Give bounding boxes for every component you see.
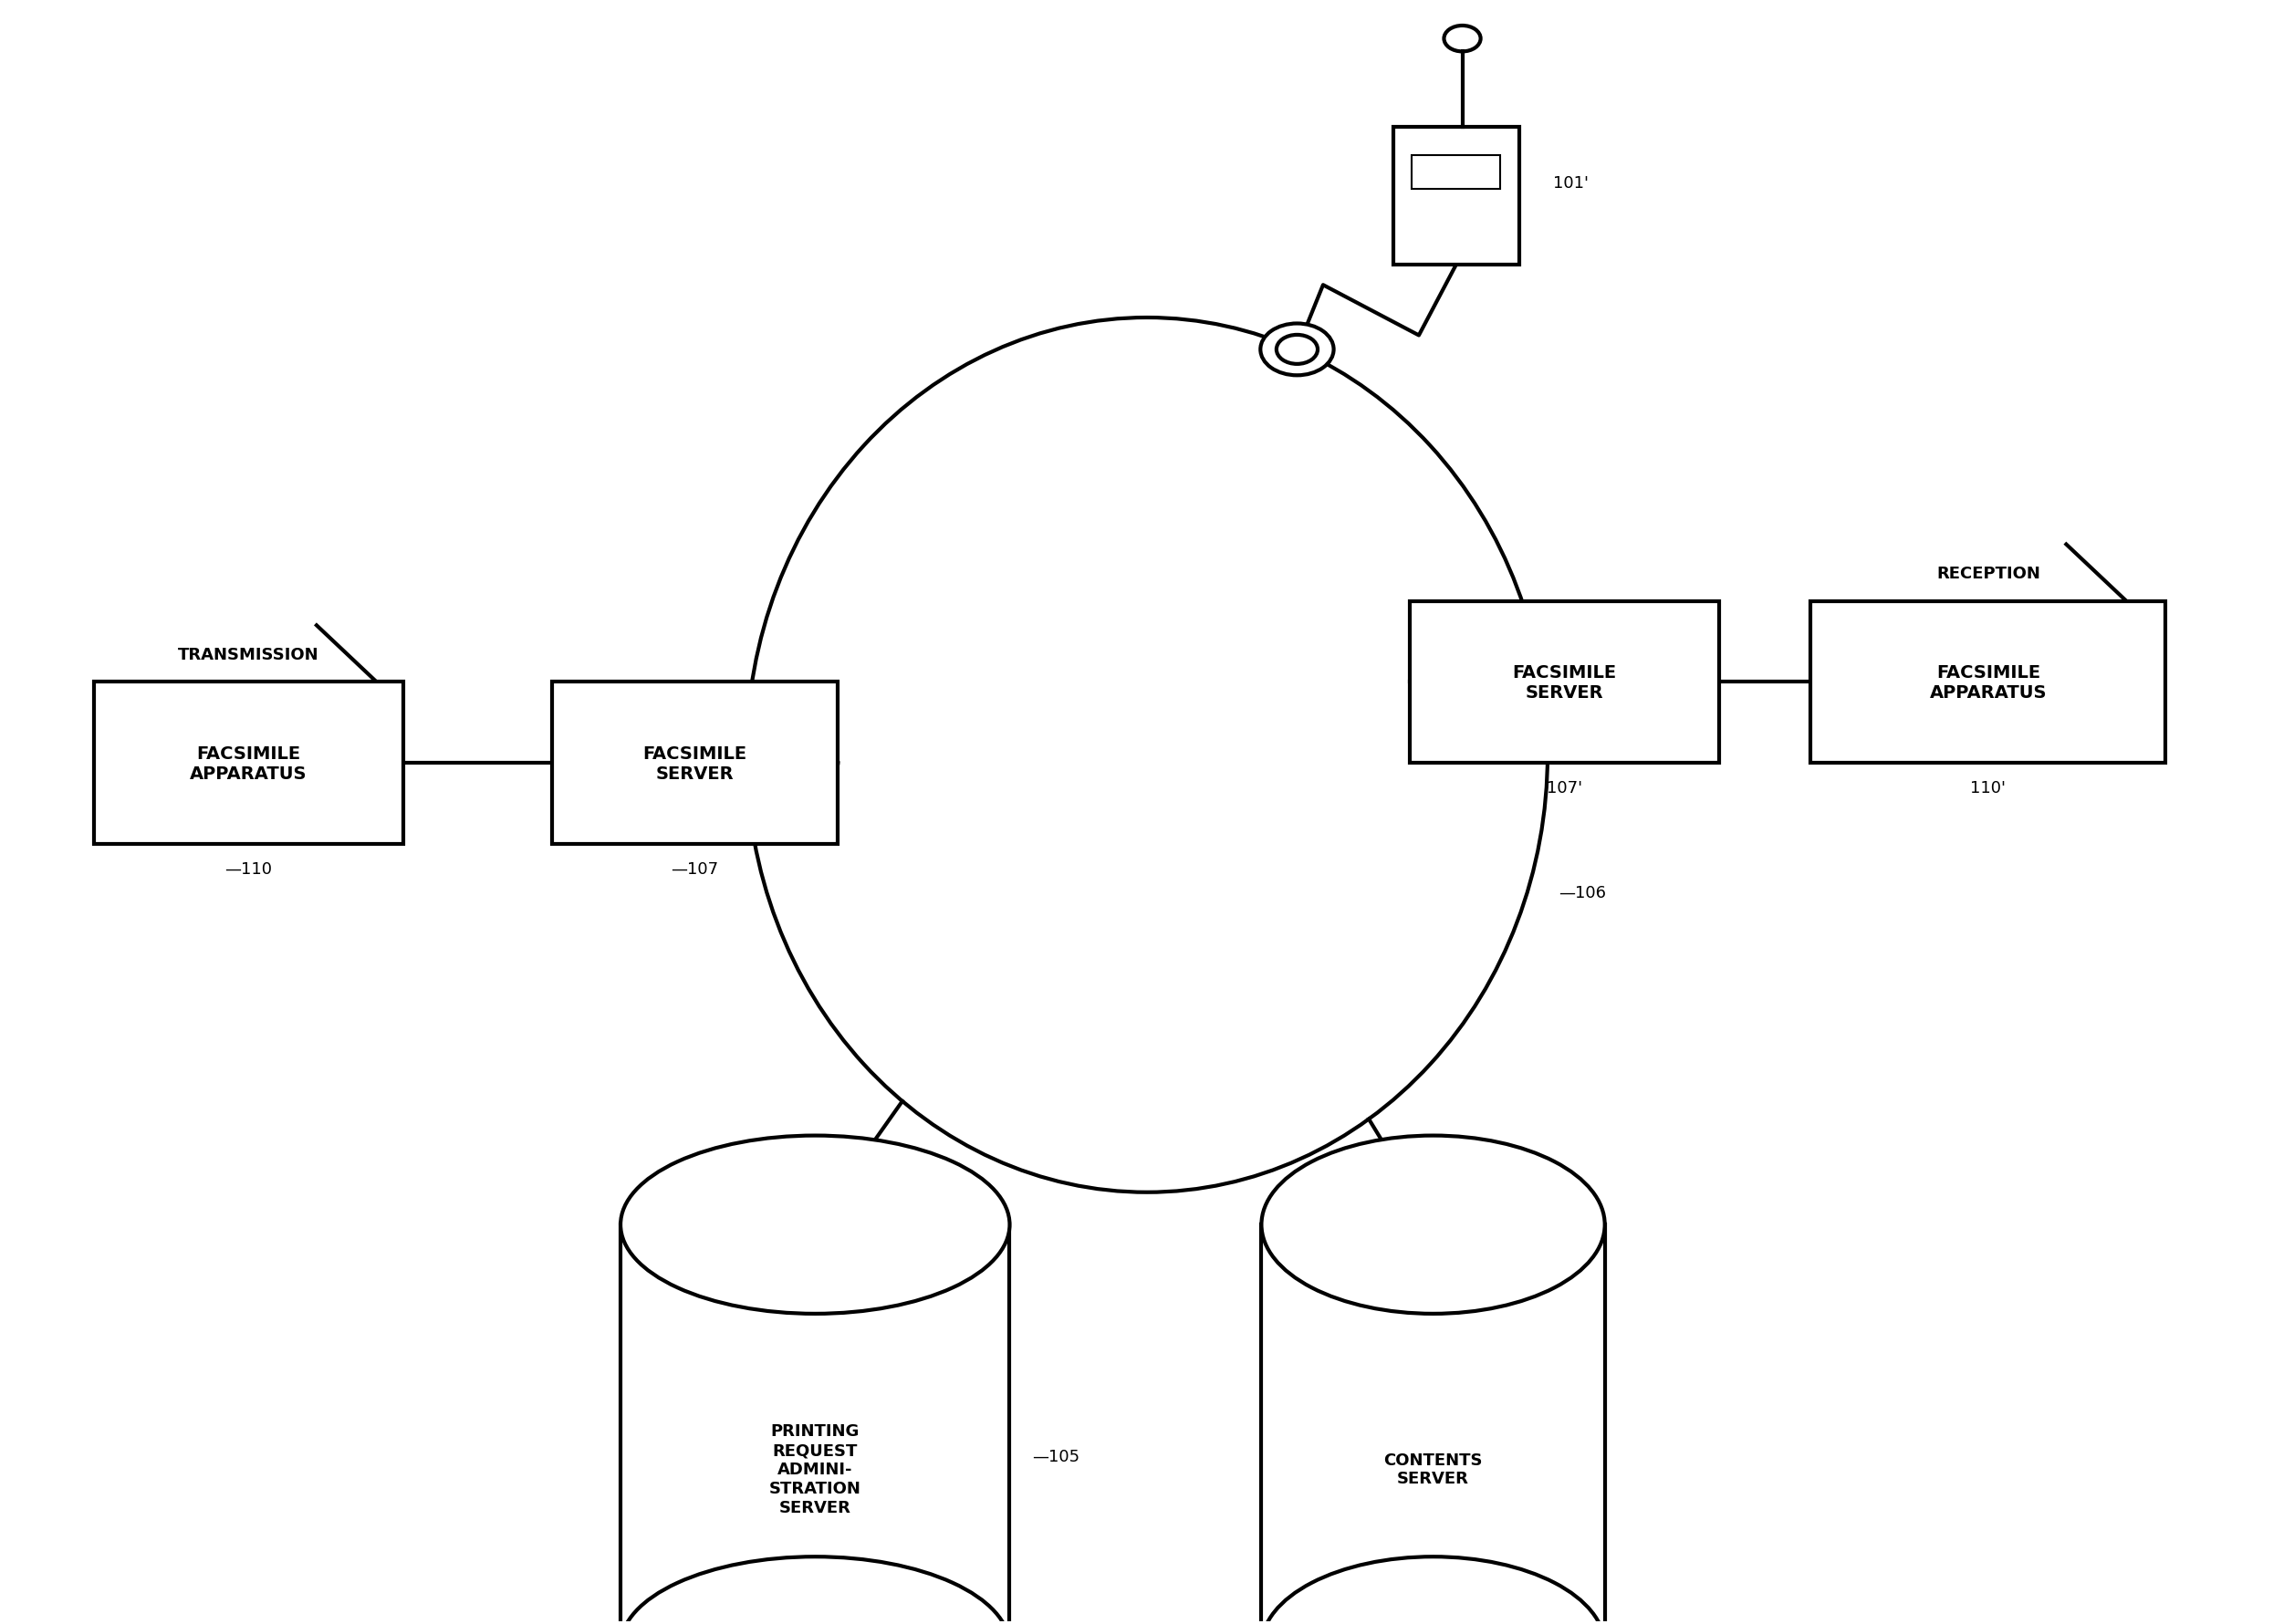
Ellipse shape — [622, 1557, 1009, 1624]
Circle shape — [1275, 336, 1317, 365]
Text: FACSIMILE
APPARATUS: FACSIMILE APPARATUS — [1929, 664, 2046, 702]
Circle shape — [1259, 325, 1333, 377]
FancyBboxPatch shape — [94, 682, 404, 844]
Text: —107: —107 — [672, 861, 718, 877]
FancyBboxPatch shape — [1392, 128, 1519, 266]
Text: —110: —110 — [225, 861, 273, 877]
Text: FACSIMILE
SERVER: FACSIMILE SERVER — [1512, 664, 1617, 702]
Ellipse shape — [622, 1135, 1009, 1314]
Text: —106: —106 — [1560, 885, 1606, 901]
Text: 110': 110' — [1971, 780, 2005, 796]
Ellipse shape — [1262, 1557, 1606, 1624]
Text: PRINTING
REQUEST
ADMINI-
STRATION
SERVER: PRINTING REQUEST ADMINI- STRATION SERVER — [768, 1423, 860, 1515]
Text: 101': 101' — [1553, 175, 1590, 192]
Text: FACSIMILE
SERVER: FACSIMILE SERVER — [642, 745, 748, 783]
Text: TRANSMISSION: TRANSMISSION — [179, 646, 319, 663]
FancyBboxPatch shape — [1810, 601, 2166, 763]
Text: 107': 107' — [1546, 780, 1583, 796]
FancyBboxPatch shape — [1411, 601, 1718, 763]
Text: RECEPTION: RECEPTION — [1936, 565, 2039, 581]
Text: CONTENTS
SERVER: CONTENTS SERVER — [1383, 1452, 1482, 1486]
Text: —105: —105 — [1032, 1449, 1080, 1465]
FancyBboxPatch shape — [1411, 156, 1500, 190]
Ellipse shape — [1262, 1135, 1606, 1314]
FancyBboxPatch shape — [553, 682, 837, 844]
Text: FACSIMILE
APPARATUS: FACSIMILE APPARATUS — [190, 745, 307, 783]
